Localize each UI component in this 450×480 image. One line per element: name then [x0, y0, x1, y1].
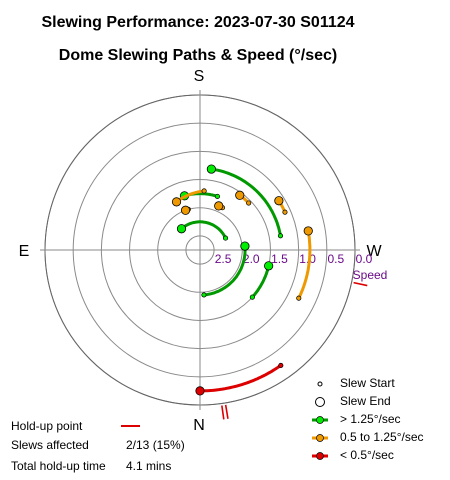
compass-labels: S N E W: [19, 68, 383, 434]
slew-end-0-1: [176, 224, 187, 234]
slew-start-0-4: [249, 294, 255, 300]
slew-end-0-2: [240, 241, 250, 251]
stat-slews-affected-value: 2/13 (15%): [126, 438, 185, 452]
slew-end-1-2: [180, 205, 191, 215]
holdup-mark-1-0: [353, 281, 368, 287]
compass-bottom: N: [193, 417, 205, 434]
slew-path-1-1: [297, 230, 312, 299]
slew-start-0-2: [201, 292, 207, 298]
compass-right: W: [366, 243, 382, 260]
slew-start-0-1: [222, 235, 229, 241]
slew-start-1-1: [296, 295, 302, 301]
slew-path-0-2: [203, 245, 247, 297]
radial-tick-5: 0.0: [356, 252, 373, 266]
slew-path-2-0: [200, 364, 282, 393]
holdup-mark-0-1: [224, 404, 229, 419]
radial-axis-label: Speed: [353, 268, 388, 282]
stat-holdup-time-label: Total hold-up time: [11, 459, 106, 473]
slew-path-1-0: [175, 189, 205, 204]
slew-paths: [171, 164, 313, 396]
holdup-mark-0-0: [221, 405, 225, 420]
holdup-legend-label: Hold-up point: [11, 419, 83, 433]
slew-start-1-4: [282, 209, 288, 215]
legend-fast-marker: [316, 416, 324, 424]
legend-slew-start: Slew Start: [340, 376, 395, 390]
chart-subtitle: Dome Slewing Paths & Speed (°/sec): [59, 47, 337, 64]
legend-medium: 0.5 to 1.25°/sec: [340, 430, 424, 444]
compass-top: S: [194, 68, 205, 85]
radial-tick-labels: 2.5 2.0 1.5 1.0 0.5 0.0: [215, 252, 373, 266]
compass-left: E: [19, 243, 30, 260]
legend-slew-end: Slew End: [340, 394, 391, 408]
slew-start-1-5: [246, 200, 252, 206]
chart-title: Slewing Performance: 2023-07-30 S01124: [41, 14, 354, 31]
slew-end-1-3: [214, 201, 224, 211]
slew-end-0-3: [206, 164, 216, 174]
slew-path-0-1: [180, 220, 227, 239]
legend-fast: > 1.25°/sec: [340, 412, 401, 426]
legend-slow: < 0.5°/sec: [340, 448, 394, 462]
polar-grid: [40, 90, 360, 410]
legend-medium-marker: [316, 434, 324, 442]
radial-tick-2: 1.5: [271, 252, 288, 266]
legend-slew-end-marker: [315, 397, 325, 407]
radial-tick-3: 1.0: [299, 252, 316, 266]
radial-tick-4: 0.5: [327, 252, 344, 266]
holdup-stats: Hold-up point Slews affected 2/13 (15%) …: [11, 419, 185, 473]
slew-path-0-3: [211, 167, 282, 237]
radial-tick-0: 2.5: [215, 252, 232, 266]
slew-end-2-0: [195, 386, 205, 396]
slew-start-2-0: [278, 362, 284, 368]
slew-start-0-3: [277, 233, 284, 239]
slew-path-0-4: [251, 265, 271, 299]
slew-start-1-0: [201, 188, 207, 194]
stat-holdup-time-value: 4.1 mins: [126, 459, 171, 473]
legend: Slew Start Slew End > 1.25°/sec 0.5 to 1…: [312, 376, 424, 462]
slew-end-0-4: [264, 261, 274, 271]
slew-end-1-1: [303, 226, 313, 236]
legend-slew-start-marker: [317, 381, 323, 387]
radial-tick-1: 2.0: [243, 252, 260, 266]
slew-end-1-4: [274, 196, 284, 206]
slew-end-1-0: [171, 197, 182, 207]
slew-end-1-5: [235, 190, 245, 200]
stat-slews-affected-label: Slews affected: [11, 438, 89, 452]
legend-slow-marker: [316, 452, 324, 460]
holdup-points: [221, 281, 368, 420]
slew-start-0-0: [214, 193, 220, 199]
